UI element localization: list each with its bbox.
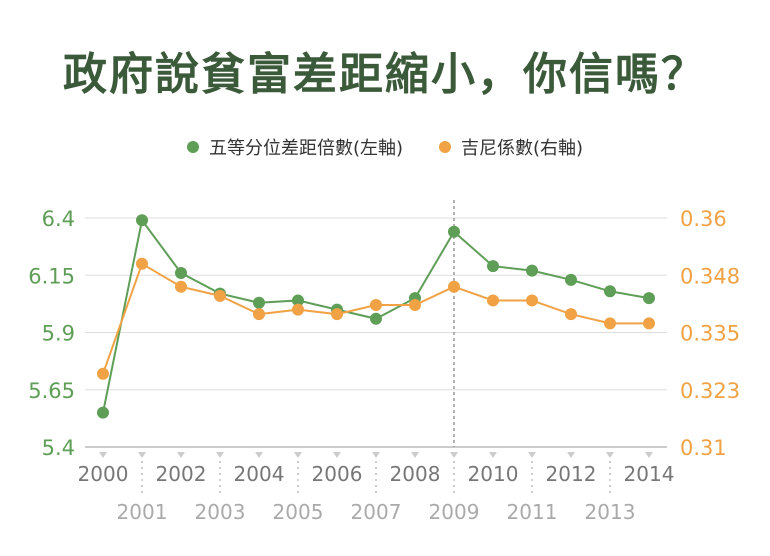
- x-tick-marker: [528, 452, 536, 458]
- y-right-tick-label: 0.31: [680, 436, 727, 460]
- y-right-tick-label: 0.348: [680, 264, 740, 288]
- data-point-quintile: [97, 406, 109, 419]
- legend-marker-orange: [439, 141, 451, 153]
- x-tick-marker: [372, 452, 380, 458]
- data-point-quintile: [370, 312, 382, 325]
- data-point-gini: [448, 280, 460, 293]
- data-point-gini: [643, 317, 655, 330]
- x-tick-marker: [216, 452, 224, 458]
- y-right-tick-label: 0.323: [680, 379, 740, 403]
- data-point-quintile: [643, 292, 655, 305]
- data-point-gini: [604, 317, 616, 330]
- data-point-gini: [409, 299, 421, 312]
- data-point-gini: [565, 308, 577, 321]
- x-tick-label: 2012: [546, 462, 597, 486]
- legend: 五等分位差距倍數(左軸) 吉尼係數(右軸): [0, 134, 770, 160]
- data-point-gini: [175, 280, 187, 293]
- data-point-quintile: [253, 296, 265, 309]
- x-tick-marker: [138, 452, 146, 458]
- x-tick-marker: [645, 452, 653, 458]
- x-tick-label-secondary: 2009: [429, 500, 480, 524]
- x-tick-label: 2010: [468, 462, 519, 486]
- data-point-quintile: [136, 214, 148, 227]
- data-point-quintile: [448, 225, 460, 238]
- y-left-tick-label: 6.15: [28, 264, 75, 288]
- legend-label-quintile: 五等分位差距倍數(左軸): [208, 138, 403, 159]
- x-tick-marker: [333, 452, 341, 458]
- data-point-gini: [370, 299, 382, 312]
- data-point-quintile: [565, 273, 577, 286]
- x-tick-marker: [450, 452, 458, 458]
- data-point-quintile: [292, 294, 304, 307]
- y-right-tick-label: 0.335: [680, 322, 740, 346]
- x-tick-label-secondary: 2001: [117, 500, 168, 524]
- x-tick-label-secondary: 2007: [351, 500, 402, 524]
- legend-marker-green: [186, 141, 199, 153]
- x-tick-marker: [255, 452, 263, 458]
- x-tick-label: 2014: [624, 462, 675, 486]
- data-point-quintile: [526, 264, 538, 277]
- data-point-quintile: [604, 285, 616, 298]
- x-tick-label-secondary: 2003: [195, 500, 246, 524]
- data-point-gini: [136, 257, 148, 270]
- data-point-gini: [487, 294, 499, 307]
- legend-label-gini: 吉尼係數(右軸): [461, 138, 584, 159]
- y-left-tick-label: 5.4: [42, 436, 75, 460]
- x-tick-label-secondary: 2005: [273, 500, 324, 524]
- x-tick-marker: [177, 452, 185, 458]
- x-tick-label: 2000: [78, 462, 129, 486]
- data-point-gini: [214, 289, 226, 302]
- y-right-tick-label: 0.36: [680, 207, 727, 231]
- chart-title: 政府說貧富差距縮小，你信嗎？: [63, 49, 707, 100]
- data-point-quintile: [487, 260, 499, 273]
- x-tick-marker: [411, 452, 419, 458]
- x-tick-marker: [294, 452, 302, 458]
- x-tick-label: 2002: [156, 462, 207, 486]
- data-point-gini: [292, 303, 304, 316]
- x-tick-marker: [606, 452, 614, 458]
- data-point-gini: [331, 308, 343, 321]
- x-tick-marker: [99, 452, 107, 458]
- x-tick-label-secondary: 2013: [585, 500, 636, 524]
- x-tick-marker: [489, 452, 497, 458]
- y-left-tick-label: 6.4: [42, 207, 75, 231]
- legend-item-quintile: 五等分位差距倍數(左軸): [186, 134, 403, 160]
- data-point-quintile: [175, 266, 187, 279]
- y-left-tick-label: 5.9: [42, 322, 75, 346]
- data-point-gini: [526, 294, 538, 307]
- legend-item-gini: 吉尼係數(右軸): [439, 134, 583, 160]
- data-point-gini: [97, 367, 109, 380]
- y-left-tick-label: 5.65: [28, 379, 75, 403]
- x-tick-label: 2008: [390, 462, 441, 486]
- x-tick-label: 2004: [234, 462, 285, 486]
- data-point-gini: [253, 308, 265, 321]
- x-tick-label: 2006: [312, 462, 363, 486]
- x-tick-marker: [567, 452, 575, 458]
- x-tick-label-secondary: 2011: [507, 500, 558, 524]
